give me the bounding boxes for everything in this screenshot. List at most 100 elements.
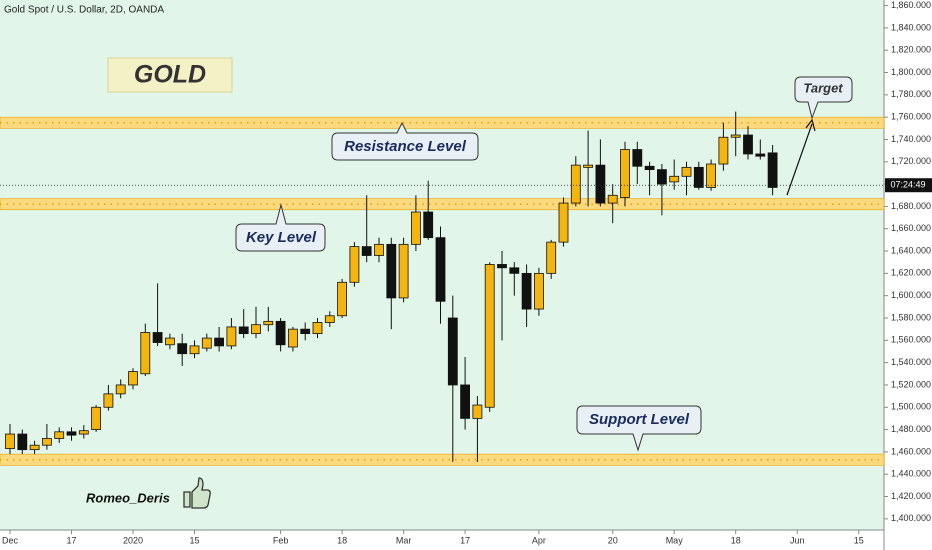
y-tick-label: 1,760.000: [891, 112, 931, 122]
author: Romeo_Deris: [86, 490, 170, 505]
x-tick-label: Apr: [532, 535, 546, 545]
y-tick-label: 1,800.000: [891, 67, 931, 77]
candle-body: [718, 136, 729, 165]
candle-body: [423, 211, 434, 239]
candle-body: [140, 332, 151, 375]
target-arrow: [786, 123, 813, 196]
candle-body: [91, 406, 101, 430]
time-axis-background: [0, 530, 884, 550]
candle-body: [152, 332, 163, 343]
y-tick-label: 1,780.000: [891, 89, 931, 99]
thumbs-up-icon: [183, 477, 211, 509]
y-tick-label: 1,560.000: [891, 335, 931, 345]
candle-body: [669, 175, 680, 183]
candle-body: [632, 149, 643, 167]
y-tick-label: 1,480.000: [891, 424, 931, 434]
candle-body: [103, 393, 114, 408]
candle-body: [509, 267, 520, 274]
callout-box: [794, 76, 853, 120]
candle-body: [767, 152, 778, 188]
candle-body: [607, 194, 618, 204]
callout-label: Resistance Level: [344, 138, 467, 155]
callout-label: Support Level: [589, 411, 690, 428]
candle-body: [54, 431, 65, 439]
zones: [0, 116, 885, 466]
candle-body: [66, 431, 77, 436]
candle-body: [570, 164, 581, 204]
candle-body: [263, 320, 274, 326]
candle-body: [226, 326, 237, 347]
x-tick-label: Feb: [273, 535, 289, 545]
candle-body: [189, 345, 200, 355]
candle-body: [644, 165, 655, 170]
callout-box: [235, 203, 326, 252]
candle-body: [5, 433, 15, 449]
candle-body: [472, 404, 483, 419]
y-tick-label: 1,740.000: [891, 134, 931, 144]
y-tick-label: 1,720.000: [891, 156, 931, 166]
x-tick-label: 2020: [123, 535, 143, 545]
candle-body: [497, 264, 507, 269]
candle-body: [447, 317, 458, 386]
candle-body: [361, 246, 372, 256]
countdown-box: [885, 178, 932, 193]
x-tick-label: Mar: [396, 535, 412, 545]
candle-body: [534, 272, 544, 310]
candle-body: [275, 320, 286, 346]
x-tick-label: May: [666, 535, 684, 545]
x-tick-label: 17: [460, 535, 470, 545]
y-tick-label: 1,400.000: [891, 513, 931, 523]
y-tick-label: 1,420.000: [891, 491, 931, 501]
candle-body: [201, 337, 212, 349]
x-tick-label: 18: [731, 535, 741, 545]
symbol-label: GOLD: [134, 61, 206, 89]
candle-body: [755, 153, 766, 157]
price-axis-background: [884, 0, 932, 550]
candle-body: [115, 384, 126, 395]
x-tick-label: Jun: [790, 535, 805, 545]
candle-body: [681, 166, 692, 177]
y-tick-label: 1,840.000: [891, 22, 931, 32]
y-tick-label: 1,540.000: [891, 357, 931, 367]
x-tick-label: 17: [66, 535, 76, 545]
candle-body: [324, 315, 335, 323]
candle-body: [128, 371, 138, 386]
x-tick-label: 20: [608, 535, 618, 545]
y-tick-label: 1,680.000: [891, 201, 931, 211]
callout-label: Key Level: [246, 229, 317, 246]
candle-body: [583, 164, 593, 168]
y-tick-label: 1,460.000: [891, 446, 931, 456]
candle-body: [435, 237, 446, 302]
candle-body: [693, 166, 704, 188]
countdown-label: 07:24:49: [890, 180, 925, 190]
candle-body: [410, 211, 421, 245]
candle-body: [349, 246, 360, 283]
callout-box: [576, 405, 702, 452]
candle-body: [312, 322, 323, 335]
y-tick-label: 1,640.000: [891, 245, 931, 255]
candle-body: [337, 281, 348, 317]
candle-body: [29, 444, 40, 451]
y-tick-label: 1,500.000: [891, 402, 931, 412]
candle-body: [460, 384, 471, 419]
candle-body: [743, 134, 753, 155]
candle-body: [300, 328, 311, 335]
candle-body: [78, 430, 89, 435]
x-tick-label: Dec: [2, 535, 19, 545]
y-tick-label: 1,820.000: [891, 45, 931, 55]
candle-body: [386, 243, 397, 299]
y-tick-label: 1,440.000: [891, 469, 931, 479]
candles: 07:24:49: [0, 111, 932, 462]
y-tick-label: 1,620.000: [891, 268, 931, 278]
candle-body: [620, 149, 630, 198]
candle-body: [214, 337, 225, 347]
y-tick-label: 1,860.000: [891, 0, 931, 10]
candle-body: [706, 163, 716, 188]
candle-body: [42, 438, 52, 446]
x-tick-label: 15: [189, 535, 199, 545]
target-label: Target: [803, 80, 843, 95]
candle-body: [546, 241, 557, 274]
x-tick-label: 18: [337, 535, 347, 545]
y-tick-label: 1,580.000: [891, 312, 931, 322]
callout-box: [331, 121, 479, 161]
